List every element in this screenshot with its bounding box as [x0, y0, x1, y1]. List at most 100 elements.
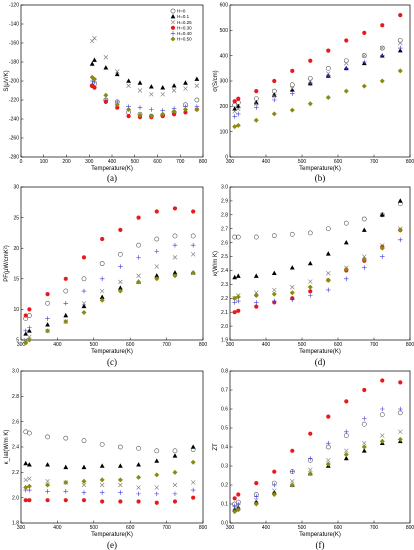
x-tick-label: 300 [226, 159, 235, 165]
data-point [172, 206, 178, 211]
series-H-0-50 [232, 227, 403, 301]
legend-marker [170, 8, 176, 14]
legend-label: H=0.30 [177, 25, 192, 30]
data-point [148, 113, 154, 119]
data-point [81, 255, 87, 260]
data-point [45, 300, 50, 306]
data-point [325, 287, 331, 293]
data-point [344, 38, 349, 43]
data-point [117, 251, 123, 257]
data-point [126, 78, 132, 83]
data-point [397, 410, 403, 416]
data-point [63, 319, 69, 325]
data-point [63, 312, 69, 318]
data-point [379, 78, 385, 84]
data-point [172, 255, 178, 260]
series-H-0-1 [232, 438, 403, 512]
plot-frame [229, 186, 411, 341]
data-point [81, 478, 87, 484]
y-tick-label: 2.0 [221, 324, 228, 330]
data-point [380, 433, 385, 438]
data-point [136, 474, 142, 480]
data-point [23, 498, 28, 503]
y-tick-label: 25 [13, 215, 19, 221]
data-point [136, 242, 141, 248]
y-tick-label: -200 [9, 79, 19, 85]
y-tick-label: 2.4 [12, 445, 19, 451]
y-axis-label: σ(S/cm) [213, 70, 219, 91]
data-point [232, 300, 237, 305]
data-point [307, 260, 313, 266]
series-H-0-25 [23, 252, 196, 343]
x-tick-label: 700 [370, 159, 379, 165]
y-tick-label: 0.6 [221, 407, 228, 413]
data-point [398, 380, 403, 385]
x-tick-label: 700 [370, 525, 379, 531]
x-tick-label: 700 [176, 159, 185, 165]
data-point [361, 83, 367, 89]
series-H-0-1 [23, 444, 196, 470]
data-point [117, 285, 123, 290]
data-point [325, 444, 331, 450]
x-tick-label: 700 [370, 342, 379, 348]
x-tick-label: 500 [298, 342, 307, 348]
series-H-0-50 [23, 270, 196, 346]
data-point [325, 73, 331, 79]
data-point [81, 301, 87, 306]
data-point [290, 448, 295, 453]
y-tick-label: 3.0 [12, 369, 19, 375]
data-point [172, 270, 178, 275]
data-point [194, 83, 200, 88]
data-point [397, 68, 403, 74]
data-point [325, 65, 331, 71]
data-point [325, 94, 331, 100]
data-point [289, 107, 295, 113]
y-tick-label: 2.5 [221, 254, 228, 260]
data-point [379, 438, 385, 444]
data-point [137, 80, 143, 85]
data-point [361, 227, 367, 232]
data-point [154, 472, 160, 478]
data-point [272, 93, 277, 99]
data-point [343, 240, 349, 245]
data-point [92, 57, 97, 62]
data-point [99, 276, 105, 282]
data-point [398, 429, 403, 435]
data-point [308, 467, 313, 473]
legend-label: H=0.25 [177, 20, 192, 25]
y-axis-label: κ_lat(W/m K) [4, 430, 10, 465]
data-point [254, 101, 259, 107]
data-point [289, 91, 295, 96]
x-tick-label: 800 [406, 159, 414, 165]
data-point [190, 242, 196, 248]
data-point [27, 334, 32, 340]
data-point [154, 248, 160, 254]
data-point [160, 85, 166, 90]
y-tick-label: 2.8 [221, 213, 228, 219]
data-point [89, 61, 95, 66]
y-tick-label: 0.8 [221, 369, 228, 375]
data-point [114, 71, 120, 77]
y-tick-label: -260 [9, 136, 19, 142]
x-axis-label: Temperature(K) [91, 349, 133, 355]
data-point [45, 489, 50, 494]
y-tick-label: 400 [220, 53, 229, 59]
data-point [136, 255, 141, 260]
data-point [118, 227, 123, 232]
data-point [137, 105, 143, 110]
data-point [308, 78, 313, 84]
data-point [326, 48, 331, 53]
data-point [194, 76, 200, 81]
data-point [91, 76, 97, 82]
data-point [253, 234, 259, 240]
data-point [149, 92, 154, 97]
data-point [271, 298, 277, 304]
data-point [289, 265, 295, 270]
data-point [136, 491, 141, 497]
data-point [183, 86, 188, 91]
data-point [154, 273, 160, 278]
data-point [154, 236, 160, 242]
panel-label: (f) [316, 540, 325, 550]
legend-label: H=0.40 [177, 31, 192, 36]
data-point [45, 462, 50, 467]
